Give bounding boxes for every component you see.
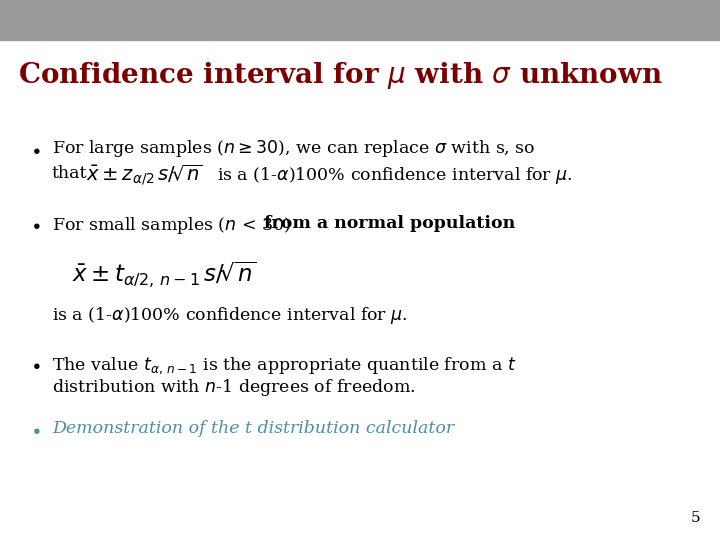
Text: distribution with $n$-1 degrees of freedom.: distribution with $n$-1 degrees of freed… xyxy=(52,377,415,398)
Bar xyxy=(0,0,720,40)
Text: $\bullet$: $\bullet$ xyxy=(30,215,40,234)
Text: $\bullet$: $\bullet$ xyxy=(30,140,40,159)
Text: $\bullet$: $\bullet$ xyxy=(30,420,40,439)
Text: $\bullet$: $\bullet$ xyxy=(30,355,40,374)
Text: is a (1-$\alpha$)100% confidence interval for $\mu$.: is a (1-$\alpha$)100% confidence interva… xyxy=(52,305,408,326)
Text: is a (1-$\alpha$)100% confidence interval for $\mu$.: is a (1-$\alpha$)100% confidence interva… xyxy=(217,165,572,186)
Text: $\bar{x} \pm t_{\alpha/2,\,n-1}\, s/\!\sqrt{n}$: $\bar{x} \pm t_{\alpha/2,\,n-1}\, s/\!\s… xyxy=(72,260,256,290)
Text: For small samples ($n$ < 30): For small samples ($n$ < 30) xyxy=(52,215,291,236)
Text: Demonstration of the t distribution calculator: Demonstration of the t distribution calc… xyxy=(52,420,454,437)
Text: Confidence interval for $\mu$ with $\sigma$ unknown: Confidence interval for $\mu$ with $\sig… xyxy=(18,60,663,91)
Text: The value $t_{\alpha,\,n-1}$ is the appropriate quantile from a $t$: The value $t_{\alpha,\,n-1}$ is the appr… xyxy=(52,355,516,376)
Text: that: that xyxy=(52,165,87,182)
Text: For large samples ($n \geq 30$), we can replace $\sigma$ with s, so: For large samples ($n \geq 30$), we can … xyxy=(52,138,536,159)
Text: $\bar{x} \pm z_{\alpha/2}\, s/\!\sqrt{n}$: $\bar{x} \pm z_{\alpha/2}\, s/\!\sqrt{n}… xyxy=(86,163,203,188)
Text: 5: 5 xyxy=(690,511,700,525)
Text: from a normal population: from a normal population xyxy=(264,215,516,232)
